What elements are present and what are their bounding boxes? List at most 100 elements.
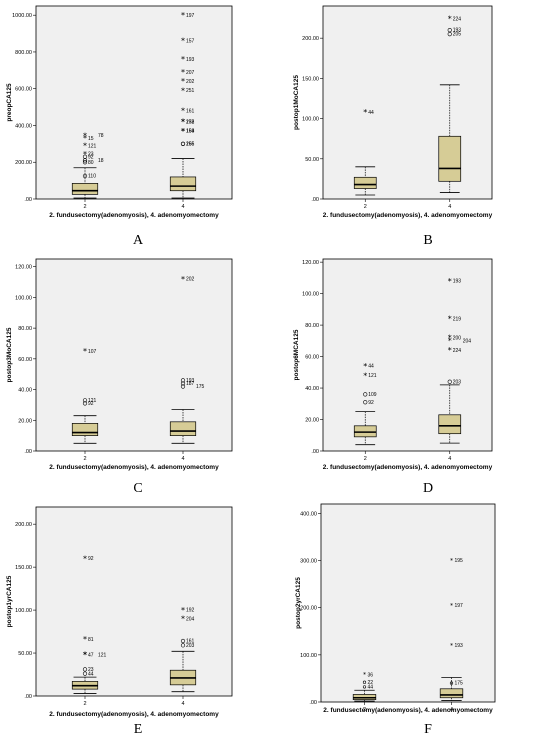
outlier-label: 193 <box>186 57 195 63</box>
outlier-star: * <box>181 11 185 20</box>
y-tick-label: .00 <box>311 449 319 455</box>
outlier-label: 204 <box>463 338 472 344</box>
box-iqr <box>438 414 462 435</box>
x-tick-label: 4 <box>181 701 184 707</box>
outlier-label: 121 <box>368 373 377 379</box>
outlier-label: 92 <box>368 400 374 406</box>
outlier-star: * <box>363 108 367 117</box>
outlier-circle <box>180 141 186 146</box>
outlier-label: 44 <box>368 110 374 116</box>
outlier-label: 164 <box>186 129 195 135</box>
plot-area <box>35 506 233 697</box>
y-tick-label: 150.00 <box>15 565 32 571</box>
y-tick-label: 40.00 <box>305 386 319 392</box>
outlier-label: 193 <box>455 643 464 649</box>
outlier-star: * <box>181 127 185 136</box>
chart-c-svg: .00 20.00 40.00 60.00 80.00 100.00 120.00 posto… <box>6 258 233 471</box>
y-tick-label: 80.00 <box>18 326 32 332</box>
outlier-label: 203 <box>186 643 195 649</box>
outlier-label: 36 <box>368 672 374 678</box>
outlier-label: 193 <box>453 279 462 285</box>
chart-panel-e: .00 50.00 100.00 150.00 200.00 postop1yrCA125… <box>0 500 275 739</box>
outlier-star: * <box>181 68 185 77</box>
outlier-star: * <box>448 333 452 342</box>
outlier-star: * <box>83 554 87 563</box>
outlier-label: 80 <box>88 160 94 166</box>
outlier-star: * <box>181 614 185 623</box>
y-tick-label: 20.00 <box>305 418 319 424</box>
outlier-circle <box>82 160 88 165</box>
chart-e-svg: .00 50.00 100.00 150.00 200.00 postop1yrCA125… <box>6 506 233 718</box>
box-group-2: * 44 <box>353 108 377 196</box>
outlier-star: * <box>363 673 366 679</box>
chart-d-svg: .00 20.00 40.00 60.00 80.00 100.00 120.00 posto… <box>293 258 493 471</box>
outlier-label: 200 <box>453 335 462 341</box>
y-axis-title: postop3MoCA125 <box>6 327 13 382</box>
outlier-label: 187 <box>186 381 195 387</box>
outlier-star: * <box>83 347 87 356</box>
box-group-4: * 197* 157* 193* 207* 202* 251* 161* 258* 172* 159… <box>169 11 197 199</box>
panel-letter-c: C <box>133 481 143 496</box>
outlier-label: 175 <box>196 384 205 390</box>
y-tick-label: 120.00 <box>302 260 319 266</box>
x-tick-label: 2 <box>83 456 86 462</box>
outlier-star: * <box>181 86 185 95</box>
outlier-star: * <box>181 55 185 64</box>
outlier-label: 193 <box>186 378 195 384</box>
y-tick-label: 100.00 <box>15 295 32 301</box>
outlier-star: * <box>181 275 185 284</box>
outlier-label: 47 <box>88 652 94 658</box>
panel-letter-a: A <box>132 233 144 248</box>
box-iqr <box>71 423 99 436</box>
outlier-label: 192 <box>186 608 195 614</box>
outlier-circle <box>82 401 88 406</box>
x-tick-label: 2 <box>364 456 367 462</box>
x-tick-label: 4 <box>448 204 451 210</box>
y-tick-label: 20.00 <box>18 418 32 424</box>
outlier-label: 203 <box>453 379 462 385</box>
y-tick-label: 50.00 <box>305 157 319 163</box>
y-axis-title: preopCA125 <box>6 83 13 122</box>
outlier-star: * <box>363 371 367 380</box>
outlier-label: 109 <box>368 392 377 398</box>
y-tick-label: 200.00 <box>15 522 32 528</box>
outlier-label: 161 <box>186 108 195 114</box>
outlier-star: * <box>181 127 185 136</box>
x-axis-title: 2. fundusectomy(adenomyosis), 4. adenomy… <box>49 464 219 471</box>
outlier-label: 159 <box>186 129 195 135</box>
x-axis-title: 2. fundusectomy(adenomyosis), 4. adenomy… <box>323 707 493 714</box>
outlier-label: 175 <box>455 681 464 687</box>
outlier-label: 44 <box>368 364 374 370</box>
outlier-label: 255 <box>186 141 195 147</box>
x-tick-label: 4 <box>181 456 184 462</box>
plot-area <box>35 5 233 200</box>
x-tick-label: 4 <box>448 456 451 462</box>
panel-letter-d: D <box>422 481 434 496</box>
outlier-circle <box>180 378 186 383</box>
outlier-circle <box>82 173 88 179</box>
y-tick-label: 400.00 <box>300 511 317 517</box>
y-tick-label: 60.00 <box>305 355 319 361</box>
x-tick-label: 4 <box>450 707 453 713</box>
outlier-circle <box>82 158 88 163</box>
outlier-label: 110 <box>88 174 96 180</box>
outlier-label: 18 <box>98 158 104 164</box>
outlier-label: 219 <box>453 316 462 322</box>
y-tick-label: 200.00 <box>302 36 319 42</box>
plot-area <box>35 258 233 452</box>
y-tick-label: 400.00 <box>15 123 32 129</box>
x-tick-label: 2 <box>364 204 367 210</box>
chart-panel-d: .00 20.00 40.00 60.00 80.00 100.00 120.00 posto… <box>275 255 550 500</box>
outlier-label: 44 <box>368 685 374 691</box>
chart-a-svg: .00 200.00 400.00 600.00 800.00 1000.00 preopC… <box>6 5 233 219</box>
outlier-star: * <box>181 118 185 127</box>
y-tick-label: 100.00 <box>302 117 319 123</box>
outlier-label: 121 <box>88 143 97 149</box>
outlier-label: 258 <box>186 119 195 125</box>
outlier-circle <box>363 392 368 397</box>
